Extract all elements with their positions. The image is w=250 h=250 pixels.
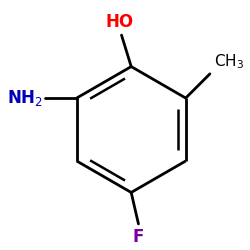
Text: NH$_2$: NH$_2$ (7, 88, 43, 108)
Text: F: F (133, 228, 144, 246)
Text: HO: HO (105, 14, 133, 32)
Text: CH$_3$: CH$_3$ (214, 53, 244, 72)
